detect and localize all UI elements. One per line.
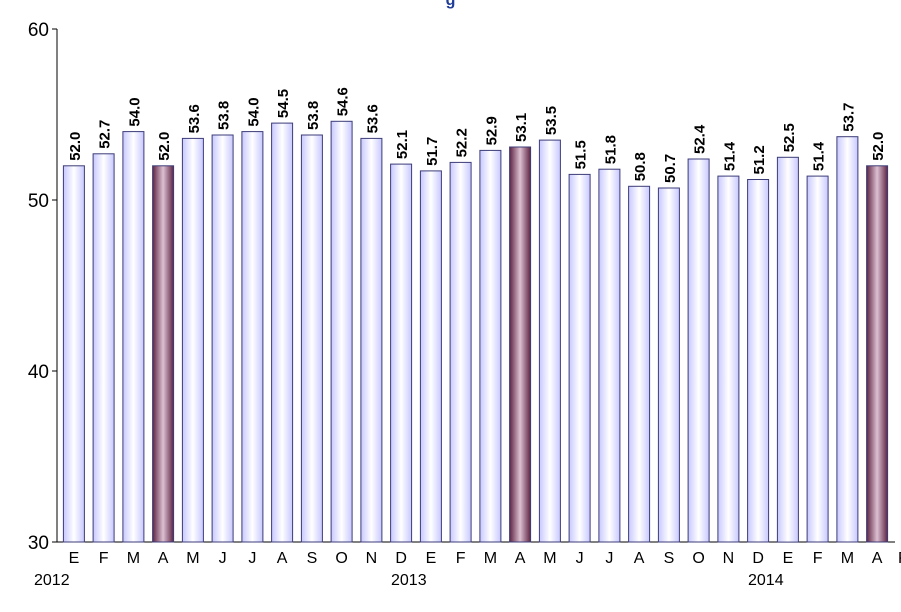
data-labels: 52.0 52.7 54.0 52.0 53.6 53.8 54.0 54.5 53.8 54.6… <box>67 87 887 183</box>
x-tick-label: A <box>277 550 288 567</box>
year-label: 2013 <box>391 572 427 589</box>
x-tick-label: M <box>841 550 854 567</box>
data-label: 52.2 <box>454 128 471 157</box>
x-tick-label: A <box>158 550 169 567</box>
data-label: 54.0 <box>245 97 262 126</box>
data-label: 54.5 <box>275 89 292 118</box>
data-label: 52.1 <box>394 130 411 159</box>
data-label: 53.8 <box>305 101 322 130</box>
bar <box>330 120 353 543</box>
x-tick-label: O <box>335 550 347 567</box>
bar <box>866 165 889 543</box>
data-label: 50.8 <box>632 152 649 181</box>
data-label: 53.6 <box>186 104 203 133</box>
data-label: 52.5 <box>781 123 798 152</box>
data-label: 53.1 <box>513 113 530 142</box>
data-label: 51.4 <box>811 141 828 171</box>
x-tick-label: J <box>605 550 613 567</box>
data-label: 53.7 <box>840 102 857 131</box>
bar <box>181 137 204 543</box>
x-tick-label: M <box>543 550 556 567</box>
x-tick-labels: EFMAMJJASONDEFMAMJJASONDEFMAP20122013201… <box>34 550 901 589</box>
data-label: 52.7 <box>97 120 114 149</box>
bar <box>419 170 442 543</box>
data-label: 51.7 <box>424 137 441 166</box>
x-tick-label: A <box>515 550 526 567</box>
bar <box>62 165 85 543</box>
x-tick-label: J <box>576 550 584 567</box>
x-tick-label: N <box>723 550 735 567</box>
x-tick-label: E <box>783 550 794 567</box>
bar <box>747 179 770 543</box>
x-tick-label: F <box>456 550 466 567</box>
bar <box>211 134 234 543</box>
bar <box>598 168 621 543</box>
data-label: 51.4 <box>721 141 738 171</box>
bar <box>568 173 591 543</box>
bar <box>479 149 502 543</box>
x-tick-label: D <box>752 550 764 567</box>
data-label: 54.6 <box>335 87 352 116</box>
x-tick-label: J <box>248 550 256 567</box>
x-tick-label: E <box>426 550 437 567</box>
data-label: 52.0 <box>67 132 84 161</box>
bar <box>92 153 115 543</box>
bar <box>449 161 472 543</box>
data-label: 52.9 <box>483 116 500 145</box>
y-tick-label: 40 <box>28 362 49 383</box>
x-tick-label: A <box>634 550 645 567</box>
x-tick-label-trailing: P <box>898 550 901 567</box>
x-tick-label: S <box>307 550 318 567</box>
x-tick-label: F <box>813 550 823 567</box>
x-tick-label: M <box>186 550 199 567</box>
bar <box>300 134 323 543</box>
bar <box>836 136 859 543</box>
bar <box>776 156 799 543</box>
bars <box>62 120 889 543</box>
data-label: 53.5 <box>543 106 560 135</box>
y-tick-label: 60 <box>28 20 49 41</box>
bar <box>122 131 145 543</box>
bar <box>538 139 561 543</box>
bar <box>271 122 294 543</box>
year-label: 2012 <box>34 572 70 589</box>
bar <box>628 185 651 543</box>
data-label: 51.2 <box>751 145 768 174</box>
year-label: 2014 <box>748 572 784 589</box>
x-tick-label: S <box>664 550 675 567</box>
data-label: 52.0 <box>870 132 887 161</box>
x-tick-label: J <box>219 550 227 567</box>
data-label: 52.0 <box>156 132 173 161</box>
bar <box>360 137 383 543</box>
bar <box>806 175 829 543</box>
data-label: 53.8 <box>216 101 233 130</box>
data-label: 50.7 <box>662 154 679 183</box>
bar <box>241 131 264 543</box>
data-label: 51.5 <box>573 140 590 169</box>
data-label: 53.6 <box>364 104 381 133</box>
chart-title: g <box>445 0 456 9</box>
x-tick-label: M <box>484 550 497 567</box>
x-tick-label: M <box>127 550 140 567</box>
bar <box>657 187 680 543</box>
bar <box>509 146 532 543</box>
data-label: 52.4 <box>692 124 709 154</box>
x-tick-label: N <box>366 550 378 567</box>
bar <box>687 158 710 543</box>
x-tick-label: D <box>395 550 407 567</box>
data-label: 51.8 <box>602 135 619 164</box>
bar <box>717 175 740 543</box>
x-tick-label: F <box>99 550 109 567</box>
data-label: 54.0 <box>126 97 143 126</box>
bar <box>390 163 413 543</box>
x-tick-label: O <box>692 550 704 567</box>
bar <box>152 165 175 543</box>
y-tick-label: 50 <box>28 191 49 212</box>
y-tick-label: 30 <box>28 533 49 554</box>
x-tick-label: A <box>872 550 883 567</box>
x-tick-label: E <box>69 550 80 567</box>
